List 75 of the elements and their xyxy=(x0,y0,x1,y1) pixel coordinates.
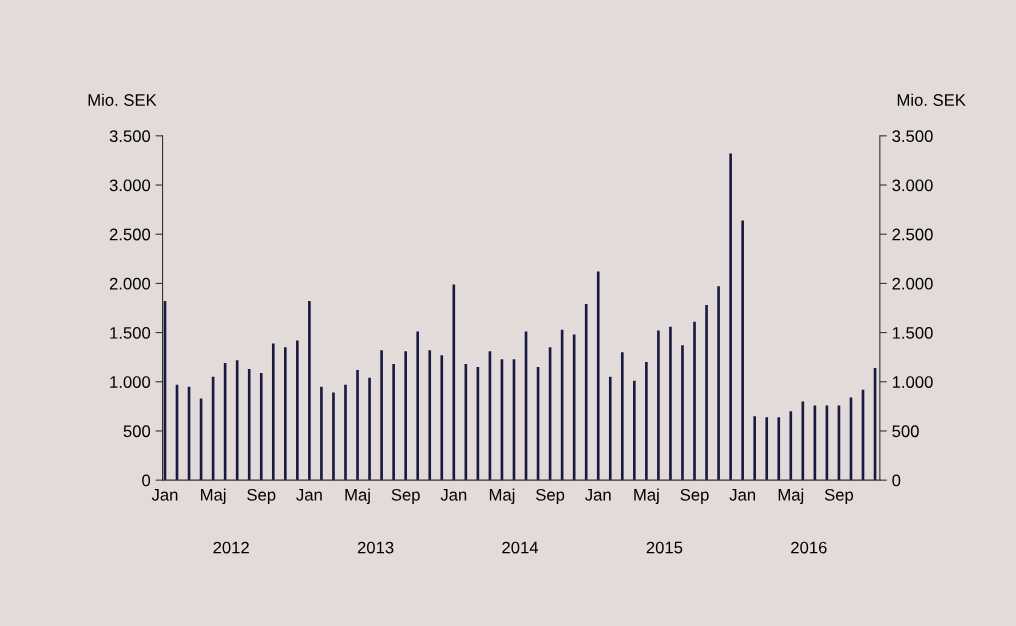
bar xyxy=(235,360,239,481)
y2-tick-label: 3.500 xyxy=(892,130,933,143)
x-tick-label: Sep xyxy=(536,488,565,505)
bar xyxy=(271,343,275,481)
text: 2013 xyxy=(357,541,394,554)
bar xyxy=(380,350,383,481)
bar xyxy=(296,340,299,481)
bar xyxy=(633,380,636,481)
bar xyxy=(657,330,660,481)
y-tick-label: 1.000 xyxy=(110,376,151,388)
y-tick-label: 3.000 xyxy=(109,179,151,192)
bar xyxy=(344,384,347,481)
x-tick-label: Sep xyxy=(824,488,854,505)
y-axis-title: Mio. SEK xyxy=(88,93,157,106)
bar xyxy=(753,416,757,481)
x-tick-label: Maj xyxy=(345,488,370,505)
y-tick-label: 500 xyxy=(123,425,151,438)
bar xyxy=(693,321,696,481)
x-tick-label: Maj xyxy=(489,488,515,505)
x-tick-label: Jan xyxy=(151,489,178,501)
x-tick-label: Sep xyxy=(391,488,420,505)
y-tick-label: 3.500 xyxy=(109,130,151,143)
x-tick-label: Maj xyxy=(778,488,804,505)
bar xyxy=(765,417,769,481)
bar xyxy=(283,347,287,481)
bar xyxy=(789,411,793,481)
bar xyxy=(645,362,648,481)
x-tick-label: Jan xyxy=(585,489,611,501)
x-tick-label: Sep xyxy=(680,488,709,505)
bar xyxy=(620,352,624,481)
y2-tick-label: 0 xyxy=(892,474,901,487)
y-tick-label: 0 xyxy=(142,474,151,487)
bar xyxy=(259,372,263,481)
y2-tick-label: 3.000 xyxy=(892,179,933,192)
bar xyxy=(584,304,588,481)
bar xyxy=(681,345,684,481)
bar xyxy=(717,286,720,481)
bar xyxy=(729,153,732,481)
bar xyxy=(356,369,359,481)
y2-tick-label: 1.000 xyxy=(892,376,933,388)
bar xyxy=(596,271,600,481)
text: 2016 xyxy=(791,541,827,554)
bar xyxy=(416,331,420,481)
y2-tick-label: 1.500 xyxy=(892,326,933,339)
x-tick-label: Maj xyxy=(201,488,226,505)
bar xyxy=(440,355,444,481)
x-tick-label: Jan xyxy=(296,489,322,501)
text: 2012 xyxy=(213,541,249,554)
bar xyxy=(404,351,407,481)
bar xyxy=(777,417,781,481)
bar xyxy=(452,284,456,481)
text: 2014 xyxy=(502,541,539,554)
x-tick-label: Jan xyxy=(440,489,467,501)
bar xyxy=(332,392,335,481)
bar xyxy=(705,305,708,481)
y2-tick-label: 2.500 xyxy=(892,228,933,241)
bar xyxy=(392,364,395,481)
bar xyxy=(308,301,311,481)
bar xyxy=(320,386,323,481)
bar xyxy=(669,326,672,481)
bar xyxy=(428,350,432,481)
y-tick-label: 2.000 xyxy=(109,277,151,290)
x-tick-label: Sep xyxy=(247,488,276,505)
bar xyxy=(608,376,612,481)
x-tick-label: Maj xyxy=(634,488,659,505)
y-tick-label: 1.500 xyxy=(110,326,151,339)
y-tick-label: 2.500 xyxy=(109,228,151,241)
bar xyxy=(368,377,371,481)
bar xyxy=(741,220,744,481)
x-tick-label: Jan xyxy=(729,489,756,501)
y2-tick-label: 500 xyxy=(892,425,919,438)
y2-tick-label: 2.000 xyxy=(892,277,933,290)
text: 2015 xyxy=(646,541,683,554)
bar xyxy=(247,368,251,481)
y2-axis-title: Mio. SEK xyxy=(897,93,966,106)
